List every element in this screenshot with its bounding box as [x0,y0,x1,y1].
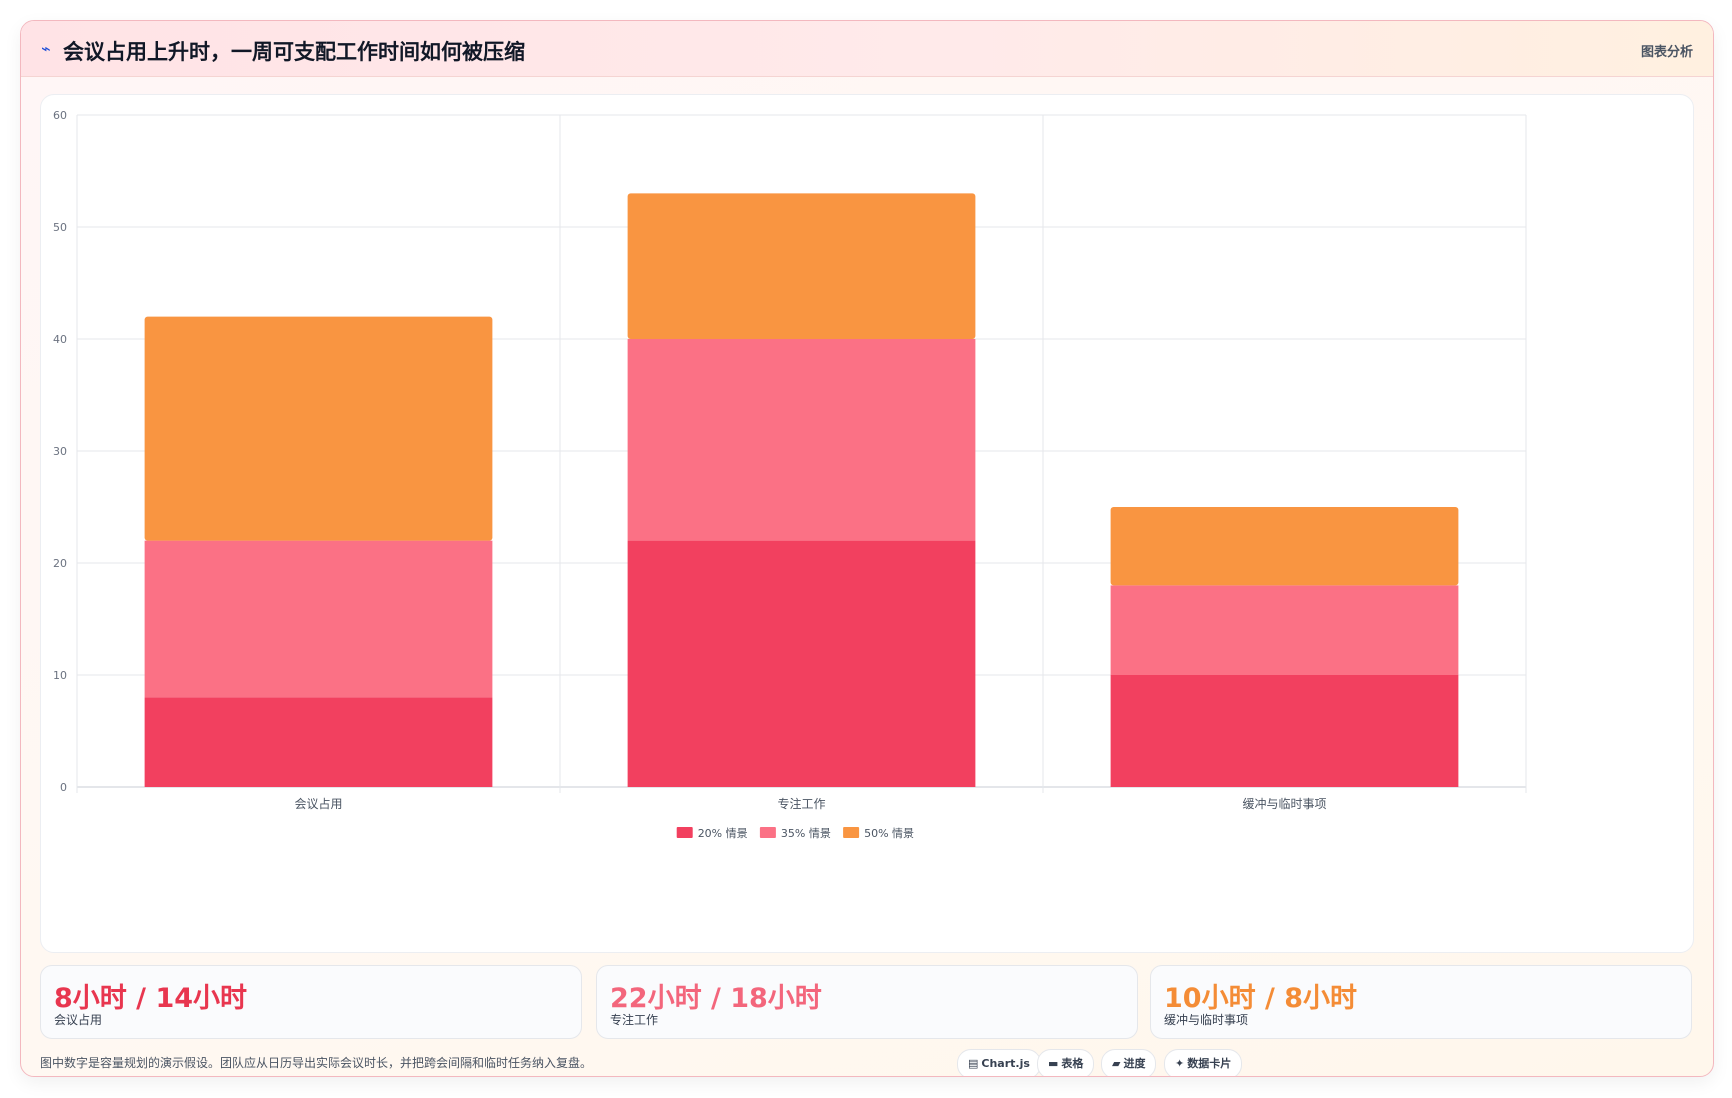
stat-card-focus: 22小时 / 18小时 专注工作 [596,965,1138,1039]
chart-card: ⌁ 会议占用上升时，一周可支配工作时间如何被压缩 图表分析 0 10 20 30 40 5… [20,20,1714,1077]
footnote: 图中数字是容量规划的演示假设。团队应从日历导出实际会议时长，并把跨会间隔和临时任… [40,1056,593,1070]
y-tick-label: 40 [53,333,67,346]
stat-label: 缓冲与临时事项 [1164,1013,1249,1027]
chart-panel: 0 10 20 30 40 50 60 会议占用 专注工作 缓冲与临时事项 20% 情景 35% 情景… [40,94,1694,953]
x-tick-label: 专注工作 [777,796,825,811]
trend-line-icon: ⌁ [41,39,51,58]
legend-swatch [843,827,860,838]
card-header: ⌁ 会议占用上升时，一周可支配工作时间如何被压缩 图表分析 [21,21,1713,77]
chip-label: Chart.js [981,1057,1030,1070]
chart-title: 会议占用上升时，一周可支配工作时间如何被压缩 [63,40,525,64]
stat-label: 会议占用 [54,1013,103,1027]
stat-value: 8小时 / 14小时 [54,983,248,1014]
legend-swatch [676,827,693,838]
bar-segment [144,316,493,541]
bar-segment [144,540,493,698]
chip-label: 表格 [1061,1057,1084,1070]
bar-segment [627,339,976,541]
chart-analysis-link[interactable]: 图表分析 [1640,45,1693,60]
chip-label: 数据卡片 [1187,1057,1232,1070]
bar-segment [1110,507,1459,586]
legend-label: 50% 情景 [864,827,914,840]
stat-value: 22小时 / 18小时 [610,983,822,1014]
y-tick-label: 50 [53,221,67,234]
progress-icon: ▰ [1112,1057,1121,1070]
bar-segment [1110,585,1459,675]
stat-cards: 8小时 / 14小时 会议占用 22小时 / 18小时 专注工作 10小时 / … [40,965,1694,1039]
sparkle-icon: ✦ [1175,1057,1185,1070]
stat-label: 专注工作 [610,1013,659,1027]
bar-segment [627,193,976,339]
y-tick-label: 10 [53,669,67,682]
legend-label: 20% 情景 [698,827,748,840]
chip-progress[interactable]: ▰ 进度 [1101,1049,1157,1076]
bar-segment [1110,675,1459,787]
stat-card-meetings: 8小时 / 14小时 会议占用 [40,965,582,1039]
x-tick-label: 缓冲与临时事项 [1242,796,1326,811]
chip-label: 进度 [1123,1057,1146,1070]
table-icon: ▬ [1048,1057,1059,1070]
stat-card-buffer: 10小时 / 8小时 缓冲与临时事项 [1150,965,1692,1039]
y-tick-label: 0 [60,781,67,794]
chip-table[interactable]: ▬ 表格 [1037,1049,1095,1076]
chip-data-cards[interactable]: ✦ 数据卡片 [1164,1049,1243,1076]
legend-label: 35% 情景 [781,827,831,840]
y-tick-label: 30 [53,445,67,458]
x-tick-label: 会议占用 [294,796,342,811]
chip-chartjs[interactable]: ▤ Chart.js [957,1049,1041,1076]
chart-icon: ▤ [968,1057,979,1070]
y-tick-label: 60 [53,109,67,122]
legend-swatch [759,827,776,838]
bar-segment [627,540,976,787]
stacked-bar-chart: 0 10 20 30 40 50 60 会议占用 专注工作 缓冲与临时事项 20% 情景 35% 情景… [53,109,1527,840]
stat-value: 10小时 / 8小时 [1164,983,1358,1014]
bar-segment [144,697,493,787]
y-tick-label: 20 [53,557,67,570]
